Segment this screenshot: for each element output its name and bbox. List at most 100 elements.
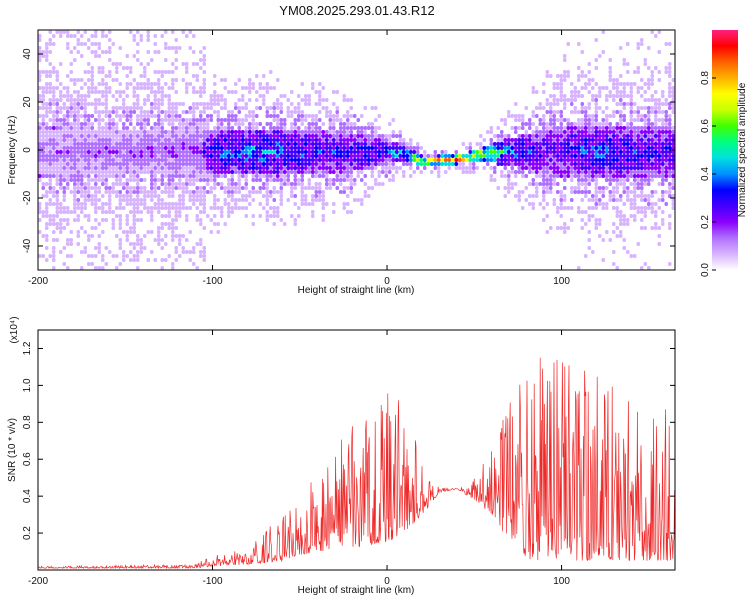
heatmap-cell — [59, 162, 63, 166]
heatmap-cell — [542, 170, 546, 174]
heatmap-cell — [307, 150, 311, 154]
heatmap-cell — [66, 186, 70, 190]
heatmap-cell — [76, 198, 80, 202]
heatmap-cell — [318, 130, 322, 134]
heatmap-cell — [577, 150, 581, 154]
heatmap-cell — [48, 82, 52, 86]
heatmap-cell — [153, 178, 157, 182]
heatmap-cell — [531, 182, 535, 186]
heatmap-cell — [286, 130, 290, 134]
heatmap-cell — [276, 78, 280, 82]
heatmap-cell — [90, 122, 94, 126]
heatmap-cell — [594, 138, 598, 142]
heatmap-cell — [202, 86, 206, 90]
heatmap-cell — [643, 174, 647, 178]
heatmap-cell — [115, 254, 119, 258]
heatmap-cell — [195, 122, 199, 126]
heatmap-cell — [206, 162, 210, 166]
heatmap-cell — [213, 162, 217, 166]
heatmap-cell — [237, 138, 241, 142]
heatmap-cell — [556, 206, 560, 210]
heatmap-cell — [216, 198, 220, 202]
heatmap-cell — [76, 78, 80, 82]
heatmap-cell — [94, 226, 98, 230]
heatmap-cell — [251, 170, 255, 174]
heatmap-cell — [307, 186, 311, 190]
heatmap-cell — [654, 34, 658, 38]
heatmap-cell — [171, 142, 175, 146]
heatmap-cell — [587, 198, 591, 202]
y-tick-label: -20 — [22, 190, 33, 205]
heatmap-cell — [164, 114, 168, 118]
heatmap-cell — [304, 114, 308, 118]
heatmap-cell — [601, 146, 605, 150]
heatmap-cell — [342, 202, 346, 206]
heatmap-cell — [132, 174, 136, 178]
heatmap-cell — [353, 142, 357, 146]
heatmap-cell — [297, 214, 301, 218]
heatmap-cell — [150, 230, 154, 234]
heatmap-cell — [307, 154, 311, 158]
heatmap-cell — [251, 118, 255, 122]
heatmap-cell — [542, 130, 546, 134]
heatmap-cell — [559, 150, 563, 154]
heatmap-cell — [283, 146, 287, 150]
heatmap-cell — [636, 66, 640, 70]
heatmap-cell — [293, 118, 297, 122]
heatmap-cell — [584, 182, 588, 186]
heatmap-cell — [650, 170, 654, 174]
heatmap-cell — [640, 38, 644, 42]
heatmap-cell — [38, 174, 42, 178]
heatmap-cell — [395, 166, 399, 170]
heatmap-cell — [346, 186, 350, 190]
heatmap-cell — [248, 194, 252, 198]
heatmap-cell — [594, 222, 598, 226]
heatmap-cell — [202, 102, 206, 106]
heatmap-cell — [125, 54, 129, 58]
heatmap-cell — [146, 206, 150, 210]
heatmap-cell — [612, 170, 616, 174]
heatmap-cell — [66, 174, 70, 178]
heatmap-cell — [524, 198, 528, 202]
heatmap-cell — [45, 114, 49, 118]
heatmap-cell — [185, 190, 189, 194]
heatmap-cell — [629, 126, 633, 130]
heatmap-cell — [332, 170, 336, 174]
snr-x-label: Height of straight line (km) — [298, 585, 415, 596]
heatmap-cell — [73, 110, 77, 114]
heatmap-cell — [234, 162, 238, 166]
heatmap-cell — [129, 242, 133, 246]
heatmap-cell — [342, 98, 346, 102]
heatmap-cell — [489, 130, 493, 134]
heatmap-cell — [76, 122, 80, 126]
heatmap-cell — [664, 154, 668, 158]
heatmap-cell — [335, 170, 339, 174]
heatmap-cell — [167, 118, 171, 122]
heatmap-cell — [143, 178, 147, 182]
heatmap-cell — [48, 186, 52, 190]
heatmap-cell — [363, 126, 367, 130]
heatmap-cell — [125, 194, 129, 198]
heatmap-cell — [251, 190, 255, 194]
heatmap-cell — [633, 218, 637, 222]
heatmap-cell — [216, 206, 220, 210]
heatmap-cell — [556, 226, 560, 230]
heatmap-cell — [167, 194, 171, 198]
heatmap-cell — [342, 162, 346, 166]
heatmap-cell — [671, 162, 675, 166]
heatmap-cell — [69, 154, 73, 158]
heatmap-cell — [636, 194, 640, 198]
heatmap-cell — [111, 142, 115, 146]
heatmap-cell — [59, 94, 63, 98]
heatmap-cell — [283, 150, 287, 154]
heatmap-cell — [584, 158, 588, 162]
heatmap-cell — [66, 122, 70, 126]
heatmap-cell — [59, 118, 63, 122]
heatmap-cell — [388, 122, 392, 126]
heatmap-cell — [570, 122, 574, 126]
y-tick-label: 0.4 — [22, 489, 33, 503]
heatmap-cell — [643, 262, 647, 266]
heatmap-cell — [360, 178, 364, 182]
heatmap-cell — [111, 182, 115, 186]
heatmap-cell — [507, 178, 511, 182]
